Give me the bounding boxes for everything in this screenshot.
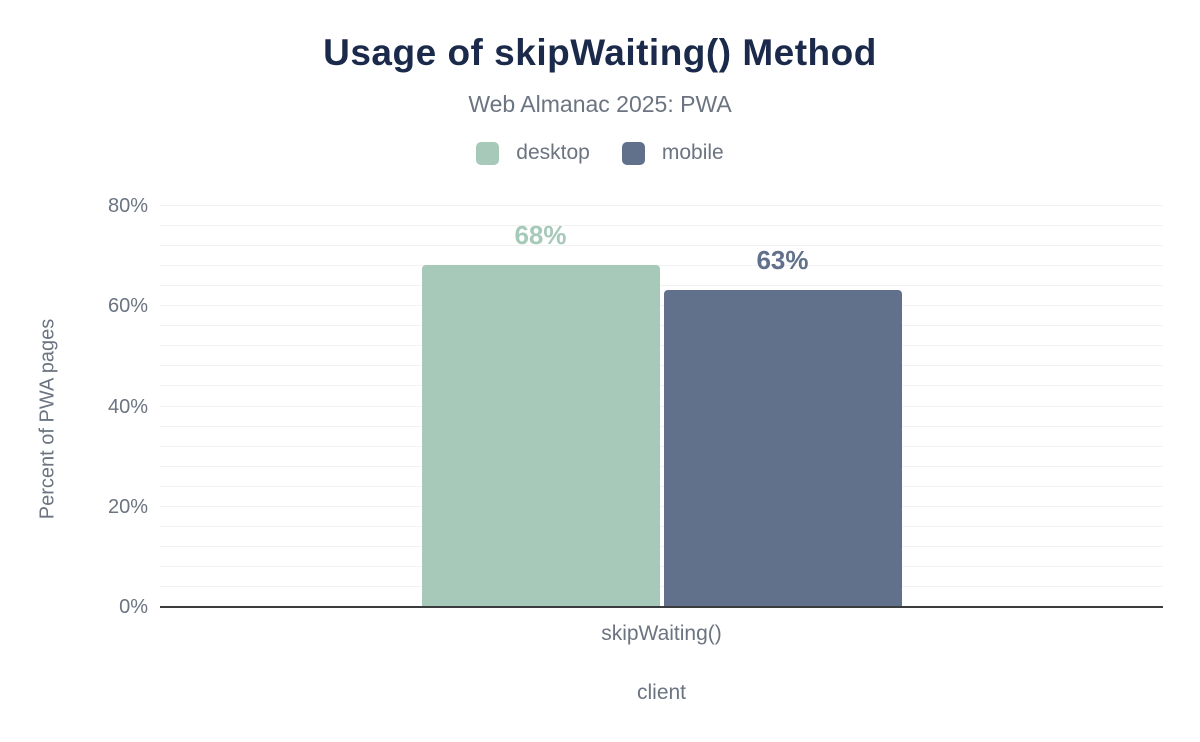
gridline [160, 565, 1163, 567]
gridline [160, 285, 1163, 287]
gridline [160, 345, 1163, 347]
legend-item-mobile[interactable]: mobile [621, 141, 724, 165]
y-tick-label: 80% [107, 195, 148, 217]
bar-desktop[interactable] [421, 265, 660, 606]
gridline [160, 465, 1163, 467]
y-tick-label: 40% [107, 395, 148, 418]
chart-title: Usage of skipWaiting() Method [323, 32, 877, 73]
gridline [160, 545, 1163, 547]
chart-subtitle: Web Almanac 2025: PWA [468, 91, 732, 117]
y-tick-label: 0% [119, 596, 148, 618]
legend-swatch-desktop [476, 141, 500, 165]
y-tick-label: 20% [107, 495, 148, 518]
y-tick-label: 60% [107, 295, 148, 318]
bar-value-label-mobile: 63% [756, 245, 809, 276]
gridline [160, 325, 1163, 327]
bar-value-label-desktop: 68% [514, 220, 567, 251]
gridline [160, 225, 1163, 227]
gridline [160, 505, 1163, 507]
gridline [160, 585, 1163, 587]
gridline [160, 305, 1163, 307]
bar-mobile[interactable] [663, 290, 902, 606]
gridline [160, 445, 1163, 447]
gridline [160, 265, 1163, 267]
gridline [160, 205, 1163, 206]
legend-item-desktop[interactable]: desktop [476, 141, 590, 165]
gridline [160, 245, 1163, 247]
gridline [160, 385, 1163, 387]
legend-label: desktop [516, 141, 590, 164]
x-tick-label: skipWaiting() [601, 622, 722, 645]
gridline [160, 365, 1163, 367]
legend-swatch-mobile [621, 141, 645, 165]
legend-label: mobile [661, 141, 724, 164]
gridline [160, 425, 1163, 427]
gridline [160, 405, 1163, 407]
x-axis-title: client [636, 681, 687, 704]
plot-area: 68% 63% [160, 205, 1163, 608]
gridline [160, 485, 1163, 487]
legend: desktop mobile [0, 141, 1200, 165]
gridline [160, 525, 1163, 527]
y-axis-title: Percent of PWA pages [36, 318, 59, 520]
